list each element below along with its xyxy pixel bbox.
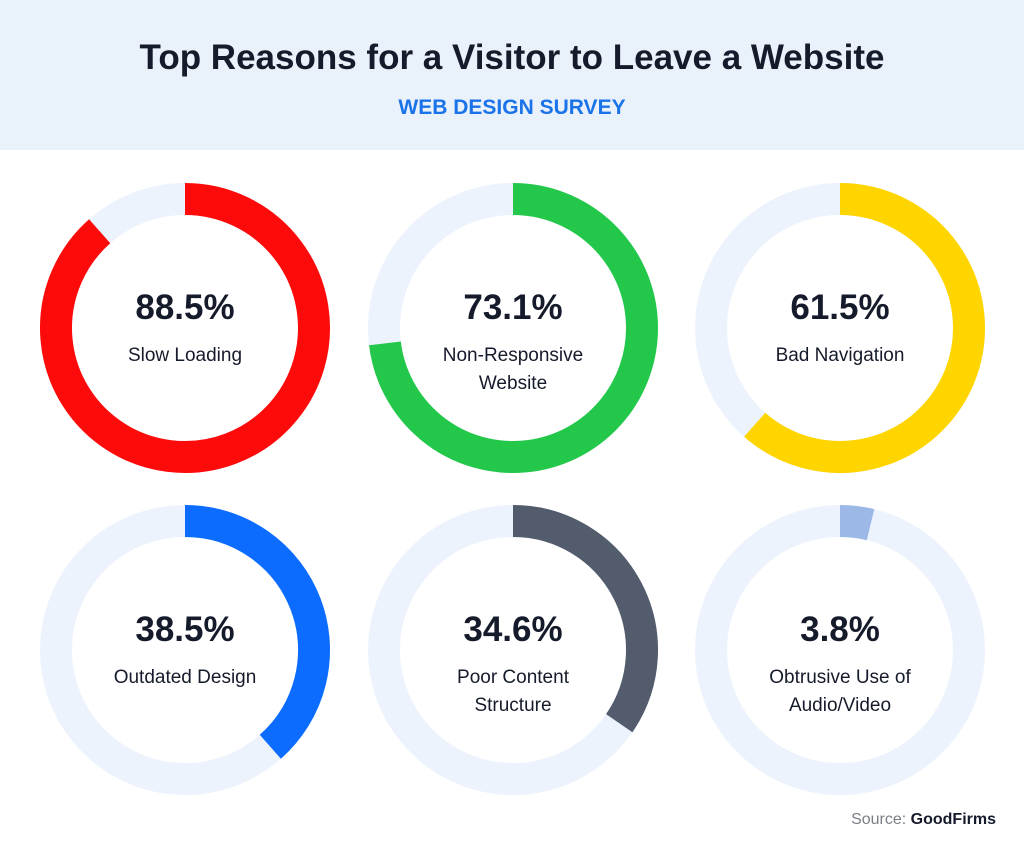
value-label: 61.5%: [790, 288, 890, 327]
source-line: Source: GoodFirms: [851, 811, 996, 829]
donut-center: 73.1% Non-Responsive Website: [418, 288, 608, 398]
donut-label: Slow Loading: [127, 345, 243, 366]
donut-center: 3.8% Obtrusive Use of Audio/Video: [745, 610, 935, 720]
donut-center: 88.5% Slow Loading: [90, 288, 280, 370]
donut-arc: [184, 505, 330, 759]
value-label: 34.6%: [463, 610, 563, 649]
source: GoodFirms: [910, 811, 996, 828]
donut-arc: [40, 183, 330, 473]
donut-center: 61.5% Bad Navigation: [745, 288, 935, 370]
value-label: 38.5%: [135, 610, 235, 649]
donut-arc: [512, 505, 658, 733]
donut-arc: [744, 183, 985, 473]
value-label: 73.1%: [463, 288, 563, 327]
donut-arc: [839, 505, 875, 541]
value-label: 3.8%: [800, 610, 880, 649]
title: Top Reasons for a Visitor to Leave a Web…: [139, 38, 885, 77]
donut-label: Non-Responsive Website: [442, 345, 584, 394]
donut-label: Outdated Design: [113, 667, 257, 688]
source-label: Source:: [851, 811, 907, 828]
header: Top Reasons for a Visitor to Leave a Web…: [0, 0, 1024, 150]
value-label: 88.5%: [135, 288, 235, 327]
donut-label: Poor Content Structure: [457, 667, 569, 716]
donut-label: Bad Navigation: [775, 345, 905, 366]
subtitle: WEB DESIGN SURVEY: [398, 96, 626, 119]
donut-label: Obtrusive Use of Audio/Video: [769, 667, 911, 716]
donut-center: 34.6% Poor Content Structure: [418, 610, 608, 720]
donut-arc: [369, 183, 658, 473]
donut-center: 38.5% Outdated Design: [90, 610, 280, 692]
